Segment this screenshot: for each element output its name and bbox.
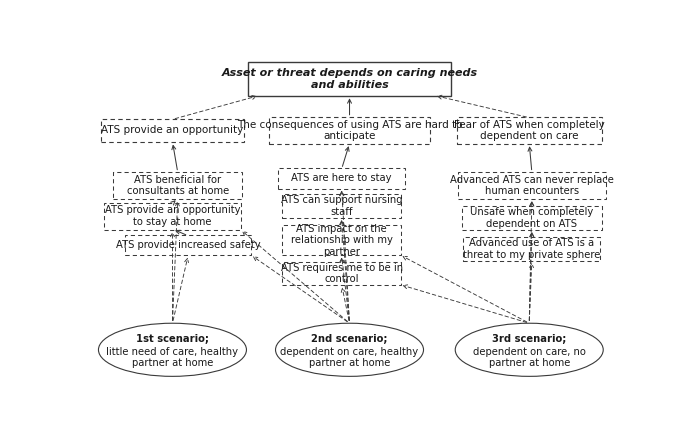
Ellipse shape — [276, 323, 424, 376]
FancyBboxPatch shape — [457, 117, 602, 144]
FancyBboxPatch shape — [278, 168, 404, 189]
Text: ATS requires me to be in
control: ATS requires me to be in control — [280, 263, 402, 284]
Text: dependent on care, healthy
partner at home: dependent on care, healthy partner at ho… — [280, 347, 419, 368]
Text: Advanced use of ATS is a
threat to my private sphere: Advanced use of ATS is a threat to my pr… — [463, 238, 601, 259]
Text: ATS are here to stay: ATS are here to stay — [291, 174, 392, 183]
FancyBboxPatch shape — [104, 202, 241, 230]
FancyBboxPatch shape — [248, 62, 451, 96]
FancyBboxPatch shape — [458, 172, 606, 199]
Text: 2nd scenario;: 2nd scenario; — [311, 334, 388, 344]
Ellipse shape — [98, 323, 246, 376]
FancyBboxPatch shape — [113, 172, 242, 199]
FancyBboxPatch shape — [125, 235, 252, 255]
Text: 3rd scenario;: 3rd scenario; — [492, 334, 567, 344]
FancyBboxPatch shape — [102, 119, 243, 142]
FancyBboxPatch shape — [269, 117, 430, 144]
Text: Asset or threat depends on caring needs
and abilities: Asset or threat depends on caring needs … — [222, 68, 477, 90]
Text: ATS provide an opportunity
to stay at home: ATS provide an opportunity to stay at ho… — [105, 205, 240, 227]
Text: Advanced ATS can never replace
human encounters: Advanced ATS can never replace human enc… — [450, 174, 614, 196]
FancyBboxPatch shape — [464, 237, 600, 260]
Text: Unsafe when completely
dependent on ATS: Unsafe when completely dependent on ATS — [471, 207, 593, 229]
FancyBboxPatch shape — [462, 206, 602, 230]
Text: ATS impact on the
relationship with my
partner: ATS impact on the relationship with my p… — [291, 223, 393, 257]
Text: Fear of ATS when completely
dependent on care: Fear of ATS when completely dependent on… — [454, 120, 605, 142]
Text: ATS can support nursing
staff: ATS can support nursing staff — [281, 195, 402, 217]
Text: dependent on care, no
partner at home: dependent on care, no partner at home — [473, 347, 586, 368]
Text: ATS beneficial for
consultants at home: ATS beneficial for consultants at home — [127, 174, 229, 196]
FancyBboxPatch shape — [282, 225, 401, 255]
Text: The consequences of using ATS are hard to
anticipate: The consequences of using ATS are hard t… — [237, 120, 462, 142]
Text: little need of care, healthy
partner at home: little need of care, healthy partner at … — [106, 347, 239, 368]
FancyBboxPatch shape — [282, 262, 401, 285]
Text: 1st scenario;: 1st scenario; — [136, 334, 209, 344]
Ellipse shape — [456, 323, 604, 376]
FancyBboxPatch shape — [282, 194, 401, 218]
Text: ATS provide an opportunity: ATS provide an opportunity — [102, 125, 243, 135]
Text: ATS provide increased safety: ATS provide increased safety — [116, 240, 261, 250]
